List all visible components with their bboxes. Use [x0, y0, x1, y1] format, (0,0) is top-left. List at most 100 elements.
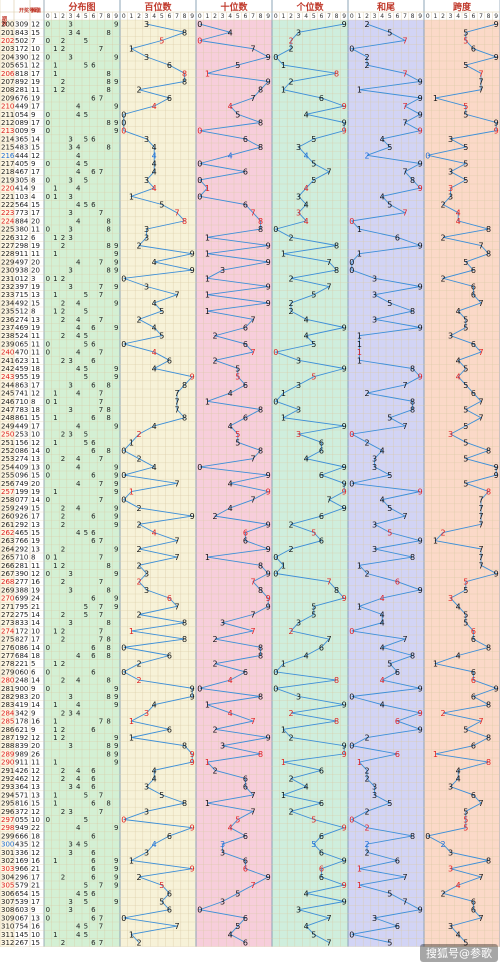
trend-point-hundreds: 2 [136, 315, 141, 324]
sum-value: 9 [31, 127, 35, 135]
issue-number: 207 [1, 78, 14, 86]
trend-point-sum-tail: 5 [387, 529, 392, 538]
draw-number: 892 [15, 78, 28, 86]
trend-point-hundreds: 9 [190, 693, 195, 702]
trend-point-span: 2 [440, 274, 445, 283]
distribution-digit: 3 [68, 808, 72, 816]
issue-number: 228 [1, 250, 14, 258]
digit-header-hundreds-9: 9 [190, 13, 194, 20]
trend-point-sum-tail: 2 [364, 807, 369, 816]
trend-point-tens: 9 [266, 570, 271, 579]
distribution-digit: 9 [114, 513, 118, 521]
draw-number: 296 [15, 873, 29, 881]
distribution-digit: 7 [99, 316, 103, 324]
digit-header-span-5: 5 [464, 13, 468, 20]
digit-header-units-0: 0 [274, 13, 278, 20]
distribution-digit: 3 [68, 898, 72, 906]
distribution-digit: 0 [46, 127, 50, 135]
trend-point-tens: 8 [258, 225, 263, 234]
trend-point-units: 6 [319, 537, 324, 546]
issue-number: 278 [1, 660, 14, 668]
distribution-digit: 8 [106, 718, 110, 726]
distribution-digit: 9 [114, 750, 118, 758]
table-row: 201 843 15 [1, 29, 40, 37]
issue-number: 292 [1, 775, 14, 783]
draw-number: 365 [15, 135, 28, 143]
trend-point-span: 6 [471, 898, 476, 907]
trend-point-units: 4 [304, 652, 309, 661]
trend-point-tens: 6 [243, 135, 248, 144]
trend-point-span: 7 [478, 299, 483, 308]
issue-number: 274 [1, 627, 15, 635]
distribution-digit: 2 [61, 677, 65, 685]
trend-point-sum-tail: 2 [364, 848, 369, 857]
distribution-digit: 7 [99, 455, 103, 463]
distribution-digit: 9 [114, 250, 118, 258]
distribution-digit: 5 [84, 890, 88, 898]
trend-point-span: 5 [463, 438, 468, 447]
trend-point-tens: 9 [266, 471, 271, 480]
trend-point-units: 9 [342, 488, 347, 497]
trend-point-units: 2 [288, 45, 293, 54]
trend-point-span: 6 [471, 340, 476, 349]
trend-point-hundreds: 4 [152, 775, 157, 784]
distribution-digit: 7 [99, 406, 103, 414]
issue-number: 204 [1, 53, 15, 61]
digit-header-sum-tail-6: 6 [395, 13, 399, 20]
trend-point-tens: 9 [266, 242, 271, 251]
digit-header-tens-3: 3 [221, 13, 225, 20]
distribution-digit: 7 [99, 209, 103, 217]
digit-header-hundreds-4: 4 [152, 13, 156, 20]
sum-value: 16 [31, 718, 40, 726]
trend-point-span: 4 [456, 307, 461, 316]
digit-header-sum-tail-7: 7 [403, 13, 407, 20]
trend-point-units: 9 [342, 119, 347, 128]
distribution-digit: 1 [53, 627, 57, 635]
table-row: 265 710 8 [1, 554, 35, 562]
trend-point-hundreds: 0 [121, 816, 126, 825]
sum-value: 11 [31, 332, 40, 340]
issue-number: 248 [1, 414, 14, 422]
distribution-digit: 7 [99, 914, 103, 922]
distribution-digit: 3 [68, 406, 72, 414]
trend-point-hundreds: 0 [121, 127, 126, 136]
trend-point-tens: 2 [212, 635, 217, 644]
trend-point-units: 9 [342, 881, 347, 890]
distribution-digit: 5 [84, 135, 88, 143]
trend-point-hundreds: 7 [174, 922, 179, 931]
trend-point-units: 6 [319, 447, 324, 456]
trend-point-units: 4 [304, 110, 309, 119]
issue-number: 211 [1, 111, 14, 119]
distribution-digit: 0 [46, 685, 50, 693]
distribution-digit: 2 [61, 78, 65, 86]
draw-number: 449 [15, 422, 28, 430]
distribution-digit: 1 [53, 701, 57, 709]
trend-point-tens: 0 [197, 906, 202, 915]
table-row: 271 795 21 [1, 603, 40, 611]
draw-number: 827 [15, 636, 28, 644]
trend-point-sum-tail: 9 [418, 127, 423, 136]
distribution-digit: 1 [53, 62, 57, 70]
sum-column-bg [30, 20, 44, 947]
trend-point-hundreds: 6 [167, 652, 172, 661]
draw-number: 938 [15, 267, 28, 275]
digit-header-tens-7: 7 [251, 13, 255, 20]
distribution-digit: 1 [53, 275, 57, 283]
distribution-digit: 8 [106, 644, 110, 652]
distribution-digit: 4 [76, 168, 81, 176]
trend-point-tens: 1 [205, 184, 210, 193]
draw-number: 281 [15, 86, 28, 94]
trend-point-units: 2 [288, 37, 293, 46]
trend-point-tens: 2 [212, 725, 217, 734]
distribution-digit: 3 [68, 144, 72, 152]
trend-point-sum-tail: 1 [357, 86, 362, 95]
trend-point-units: 1 [281, 414, 286, 423]
trend-point-tens: 6 [243, 324, 248, 333]
draw-number: 267 [15, 939, 28, 947]
trend-point-tens: 8 [258, 143, 263, 152]
distribution-digit: 4 [76, 480, 81, 488]
sum-value: 15 [31, 939, 40, 947]
trend-point-units: 0 [273, 684, 278, 693]
issue-number: 239 [1, 340, 14, 348]
table-row: 228 911 11 [1, 250, 40, 258]
